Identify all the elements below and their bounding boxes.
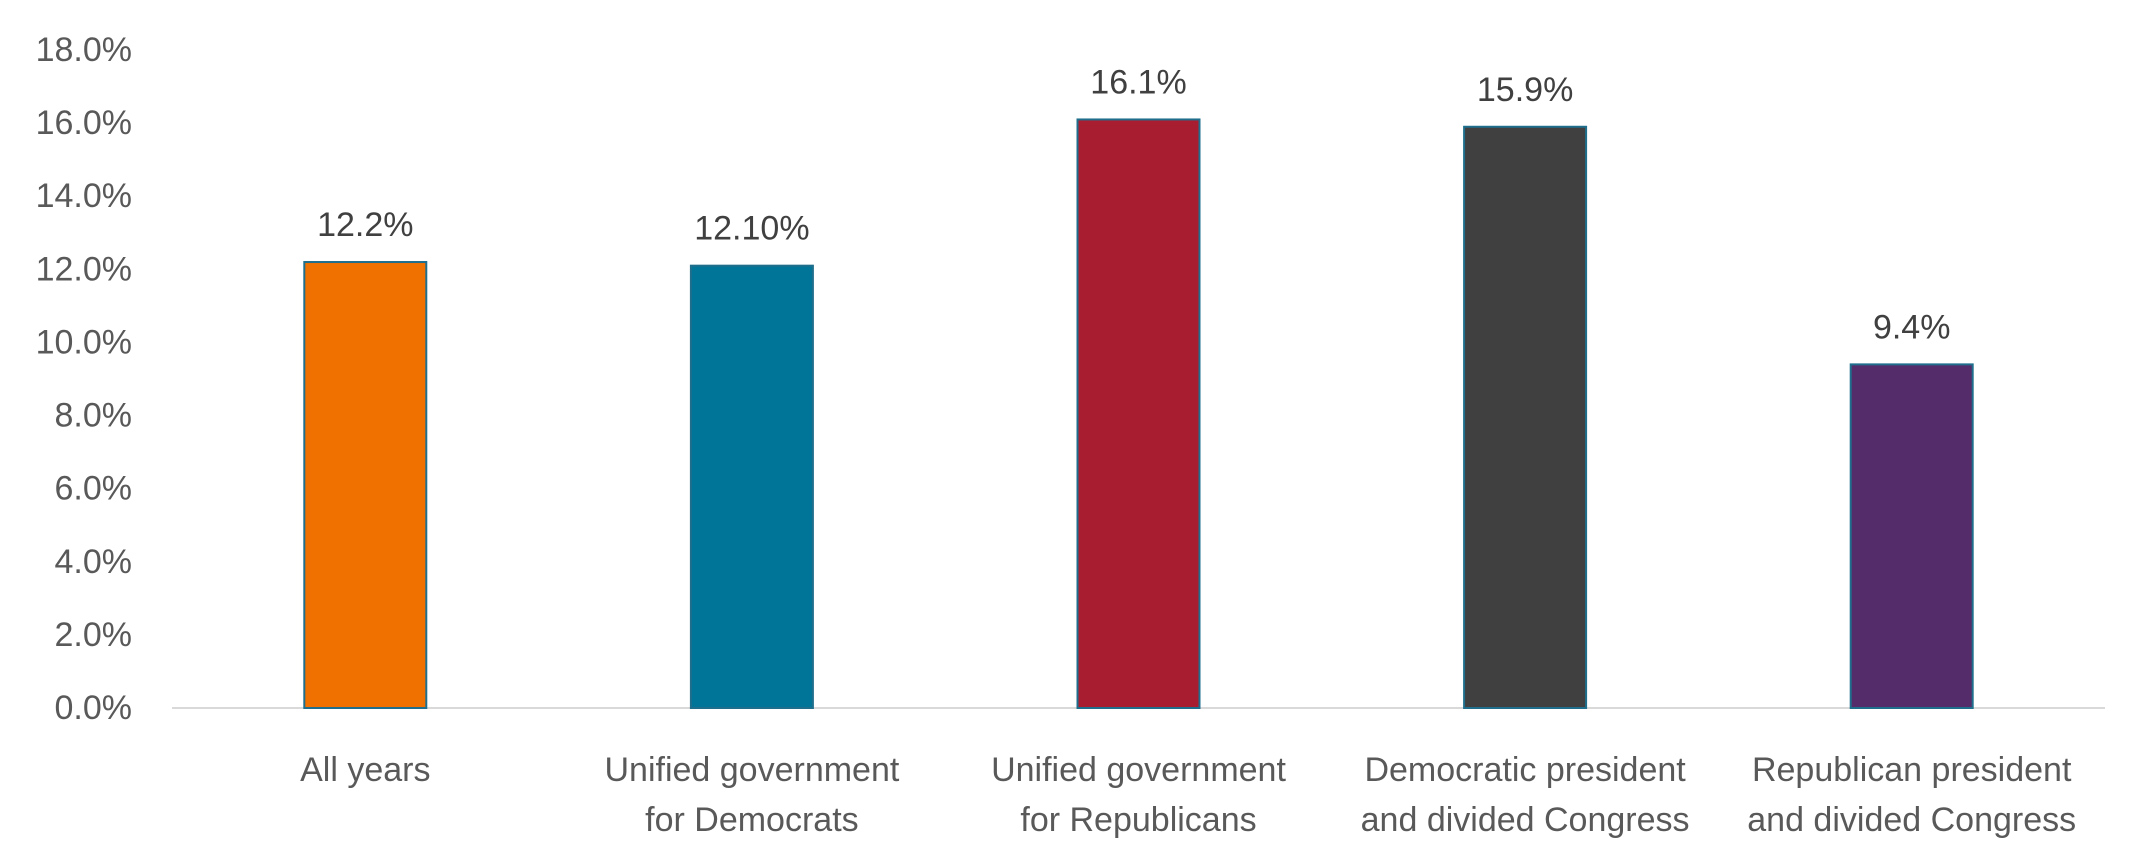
data-label: 12.2% [317, 206, 413, 244]
category-label: and divided Congress [1747, 801, 2076, 839]
y-tick-label: 12.0% [36, 250, 132, 288]
y-tick-label: 14.0% [36, 177, 132, 215]
data-label: 12.10% [694, 210, 809, 248]
category-label: Republican president [1752, 751, 2072, 789]
data-label: 15.9% [1477, 71, 1573, 109]
y-tick-label: 6.0% [55, 470, 133, 508]
y-tick-label: 16.0% [36, 104, 132, 142]
y-tick-label: 0.0% [55, 689, 133, 727]
y-tick-label: 18.0% [36, 31, 132, 69]
category-label: Unified government [604, 751, 899, 789]
data-label: 9.4% [1873, 308, 1951, 346]
category-label: for Republicans [1020, 801, 1256, 839]
bar [303, 261, 428, 709]
category-label: Democratic president [1364, 751, 1686, 789]
bar [689, 264, 814, 709]
bar [1463, 125, 1588, 710]
bar [1849, 363, 1974, 709]
category-label: and divided Congress [1361, 801, 1690, 839]
data-label: 16.1% [1090, 63, 1186, 101]
category-label: Unified government [991, 751, 1286, 789]
bar [1076, 118, 1201, 709]
y-tick-label: 4.0% [55, 543, 133, 581]
category-label: for Democrats [645, 801, 859, 839]
y-tick-label: 10.0% [36, 323, 132, 361]
y-tick-label: 8.0% [55, 397, 133, 435]
category-label: All years [300, 751, 430, 789]
y-tick-label: 2.0% [55, 616, 133, 654]
